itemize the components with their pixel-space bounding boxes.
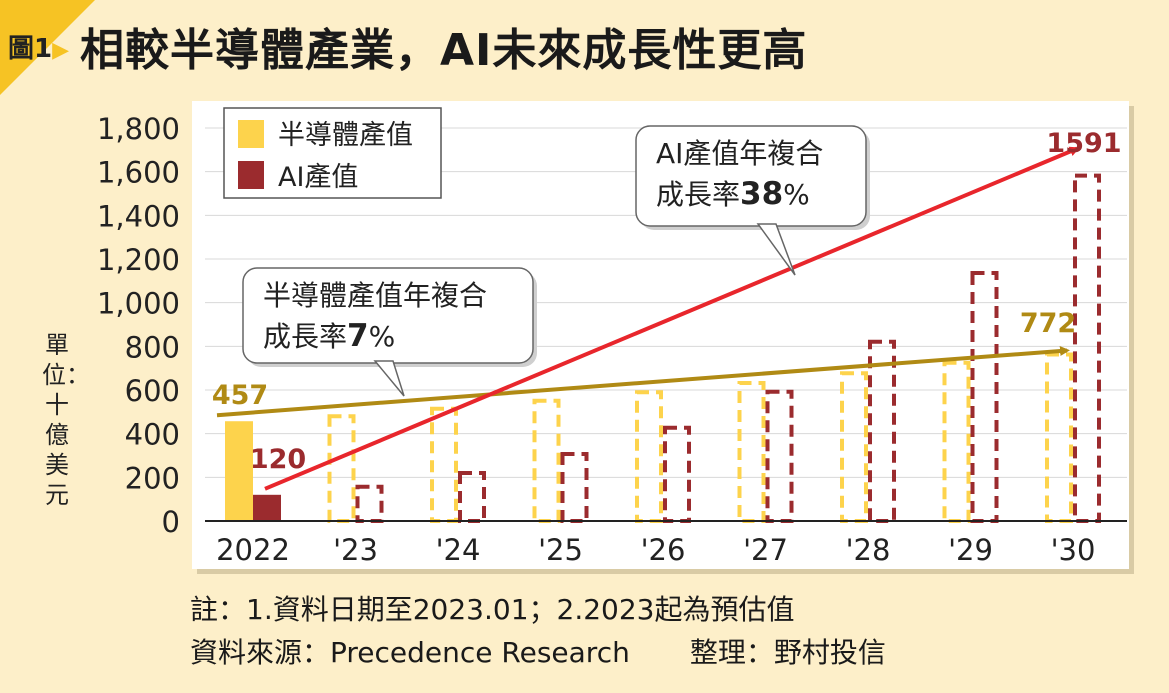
ai-cagr-callout-prefix: 成長率: [656, 178, 740, 211]
figure-tag: 圖1▶: [8, 28, 69, 65]
x-tick-label: '27: [743, 533, 788, 567]
ai-cagr-callout-line1: AI產值年複合: [656, 137, 823, 170]
x-tick-label: '23: [333, 533, 378, 567]
data-label-semi-end: 772: [1020, 308, 1076, 339]
semiconductor-trend-arrow: [216, 345, 1070, 418]
data-label-ai-start: 120: [250, 444, 306, 475]
semiconductor-cagr-callout-line2: 成長率7%: [263, 318, 395, 354]
x-tick-label: '24: [436, 533, 481, 567]
corner-accent: [0, 0, 95, 95]
ai-cagr-callout-tail: [756, 223, 796, 276]
compiled-by-text: 整理：野村投信: [689, 636, 886, 669]
ai-bar-estimate: [663, 425, 691, 524]
semiconductor-cagr-callout-tail: [373, 360, 405, 397]
y-tick-label: 1,000: [97, 287, 180, 321]
ai-bar: [253, 494, 281, 521]
y-tick-label: 400: [125, 418, 180, 452]
x-tick-label: '29: [948, 533, 993, 567]
semiconductor-bar-estimate: [430, 406, 458, 524]
ai-bar-estimate: [970, 271, 999, 523]
y-tick-label: 1,600: [97, 156, 180, 190]
semiconductor-bar-estimate: [635, 390, 663, 523]
ai-cagr-callout-rate: 38: [740, 176, 783, 212]
x-tick-label: '25: [538, 533, 583, 567]
footnote-source-line: 資料來源：Precedence Research 整理：野村投信: [190, 631, 886, 674]
x-tick-label: '26: [641, 533, 686, 567]
semiconductor-bar: [225, 421, 253, 521]
y-tick-label: 600: [125, 374, 180, 408]
legend-swatch-ai: [238, 161, 264, 189]
figure-number: 圖1: [8, 34, 53, 64]
y-tick-label: 1,800: [97, 112, 180, 146]
chart-title: 相較半導體產業，AI未來成長性更高: [80, 25, 808, 76]
y-tick-label: 0: [162, 505, 180, 539]
semiconductor-cagr-callout-rate: 7: [347, 318, 369, 354]
data-label-ai-end: 1591: [1046, 128, 1121, 159]
ai-cagr-callout-line2: 成長率38%: [656, 176, 810, 212]
semiconductor-cagr-callout-prefix: 成長率: [263, 320, 347, 353]
ai-cagr-callout-pct: %: [783, 178, 810, 211]
ai-cagr-callout-box: [635, 125, 867, 227]
y-tick-label: 800: [125, 330, 180, 364]
ai-bar-estimate: [355, 484, 384, 523]
x-tick-label: '28: [846, 533, 891, 567]
play-arrow-icon: ▶: [52, 38, 70, 63]
ai-trend-arrow: [264, 146, 1080, 491]
semiconductor-cagr-callout-pct: %: [369, 320, 396, 353]
legend-label-semiconductor: 半導體產值: [278, 120, 413, 151]
y-tick-label: 200: [125, 461, 180, 495]
x-tick-label: 2022: [216, 533, 290, 567]
legend-swatch-semiconductor: [238, 120, 264, 148]
ai-bar-estimate: [765, 389, 794, 524]
semiconductor-cagr-callout-line1: 半導體產值年複合: [263, 279, 487, 312]
x-tick-label: '30: [1051, 533, 1096, 567]
semiconductor-bar-estimate: [840, 371, 868, 523]
footnote-dates: 註：1.資料日期至2023.01；2.2023起為預估值: [190, 593, 795, 626]
data-label-semi-start: 457: [212, 380, 268, 411]
footnotes: 註：1.資料日期至2023.01；2.2023起為預估值 資料來源：Preced…: [190, 588, 886, 674]
y-tick-label: 1,400: [97, 199, 180, 233]
legend-label-ai: AI產值: [278, 162, 358, 193]
semiconductor-bar-estimate: [1045, 352, 1073, 523]
source-text: 資料來源：Precedence Research: [190, 636, 630, 669]
y-tick-label: 1,200: [97, 243, 180, 277]
